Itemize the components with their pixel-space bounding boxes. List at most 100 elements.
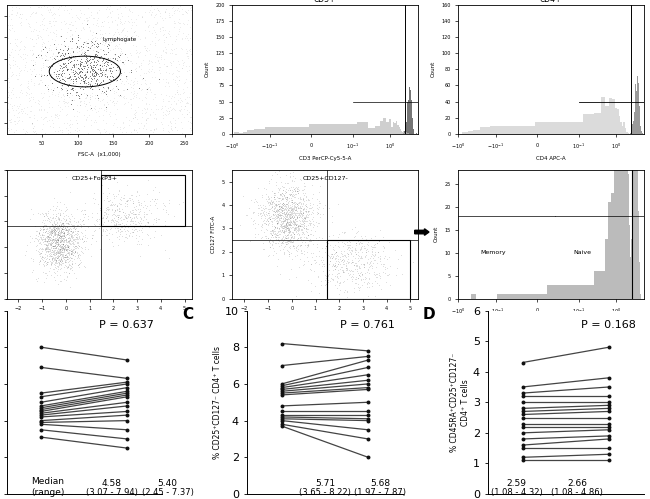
Point bbox=[311, 218, 321, 226]
Point bbox=[53, 236, 63, 244]
Point bbox=[33, 237, 44, 245]
Point bbox=[60, 42, 70, 50]
Point bbox=[70, 52, 81, 60]
Point bbox=[52, 221, 62, 229]
Point bbox=[177, 64, 187, 72]
Point bbox=[57, 246, 68, 254]
Point bbox=[131, 225, 141, 233]
Point bbox=[34, 239, 44, 247]
Point bbox=[53, 229, 63, 237]
Point bbox=[343, 258, 354, 266]
Title: CD4+: CD4+ bbox=[540, 0, 562, 4]
Point bbox=[242, 212, 253, 220]
Point bbox=[7, 21, 18, 29]
Point bbox=[127, 214, 138, 222]
Point bbox=[60, 261, 70, 269]
Point bbox=[177, 45, 188, 53]
Point bbox=[72, 254, 83, 262]
Point bbox=[65, 66, 75, 74]
Point bbox=[179, 58, 189, 66]
Point bbox=[270, 203, 280, 211]
Point bbox=[359, 273, 370, 281]
Point bbox=[58, 214, 68, 222]
Point bbox=[65, 128, 75, 136]
Point bbox=[51, 244, 61, 251]
Point bbox=[146, 57, 157, 65]
Point bbox=[183, 6, 193, 14]
Point bbox=[55, 238, 65, 246]
Point bbox=[285, 190, 296, 198]
Point bbox=[96, 80, 107, 88]
Point bbox=[283, 198, 294, 206]
Point bbox=[60, 63, 71, 71]
Point bbox=[21, 241, 32, 249]
Point bbox=[58, 221, 68, 229]
Point bbox=[277, 402, 287, 410]
Point bbox=[42, 56, 52, 64]
Point bbox=[55, 107, 66, 115]
Point bbox=[53, 238, 64, 246]
Point bbox=[5, 118, 16, 126]
Point bbox=[52, 57, 62, 65]
Point bbox=[20, 129, 31, 137]
Point bbox=[92, 8, 103, 16]
Point bbox=[79, 48, 89, 56]
Point bbox=[47, 103, 57, 111]
Point bbox=[112, 215, 123, 223]
Point bbox=[99, 101, 109, 109]
Point bbox=[296, 200, 306, 208]
Point bbox=[56, 227, 66, 235]
Point bbox=[34, 256, 45, 264]
Point bbox=[185, 70, 195, 78]
Point bbox=[5, 39, 15, 47]
Point bbox=[69, 56, 79, 64]
Point bbox=[42, 233, 53, 241]
Point bbox=[63, 241, 73, 249]
Point bbox=[363, 435, 373, 443]
Point bbox=[48, 28, 58, 36]
Point bbox=[286, 231, 296, 239]
Point bbox=[78, 216, 88, 224]
Point bbox=[303, 256, 313, 264]
Point bbox=[261, 208, 272, 216]
Point bbox=[303, 195, 313, 203]
Point bbox=[65, 217, 75, 225]
Point bbox=[111, 82, 122, 90]
Point bbox=[34, 53, 44, 61]
Point bbox=[299, 217, 309, 225]
Point bbox=[23, 84, 33, 92]
Point bbox=[127, 20, 137, 28]
Point bbox=[256, 234, 266, 242]
Point bbox=[39, 105, 49, 113]
Point bbox=[19, 104, 29, 112]
Point bbox=[604, 401, 614, 409]
Point bbox=[70, 69, 80, 77]
Point bbox=[97, 231, 107, 239]
Point bbox=[298, 189, 308, 197]
Point bbox=[379, 260, 389, 268]
Point bbox=[116, 27, 127, 35]
Point bbox=[129, 110, 139, 118]
Point bbox=[283, 204, 294, 212]
Point bbox=[363, 356, 373, 364]
Point bbox=[363, 278, 373, 286]
Point bbox=[56, 226, 66, 234]
Point bbox=[57, 244, 68, 252]
Point bbox=[280, 227, 291, 235]
Point bbox=[54, 97, 64, 105]
Point bbox=[153, 56, 163, 64]
Point bbox=[350, 258, 360, 266]
Point bbox=[62, 6, 72, 14]
Point bbox=[144, 40, 155, 48]
Point bbox=[133, 196, 144, 204]
Point bbox=[64, 81, 75, 89]
Point bbox=[49, 231, 60, 239]
Point bbox=[65, 84, 75, 92]
Point bbox=[60, 251, 70, 259]
Point bbox=[28, 50, 38, 58]
Point bbox=[80, 245, 90, 252]
Point bbox=[276, 204, 287, 212]
Point bbox=[287, 198, 297, 206]
Point bbox=[363, 408, 373, 416]
Point bbox=[80, 102, 90, 110]
